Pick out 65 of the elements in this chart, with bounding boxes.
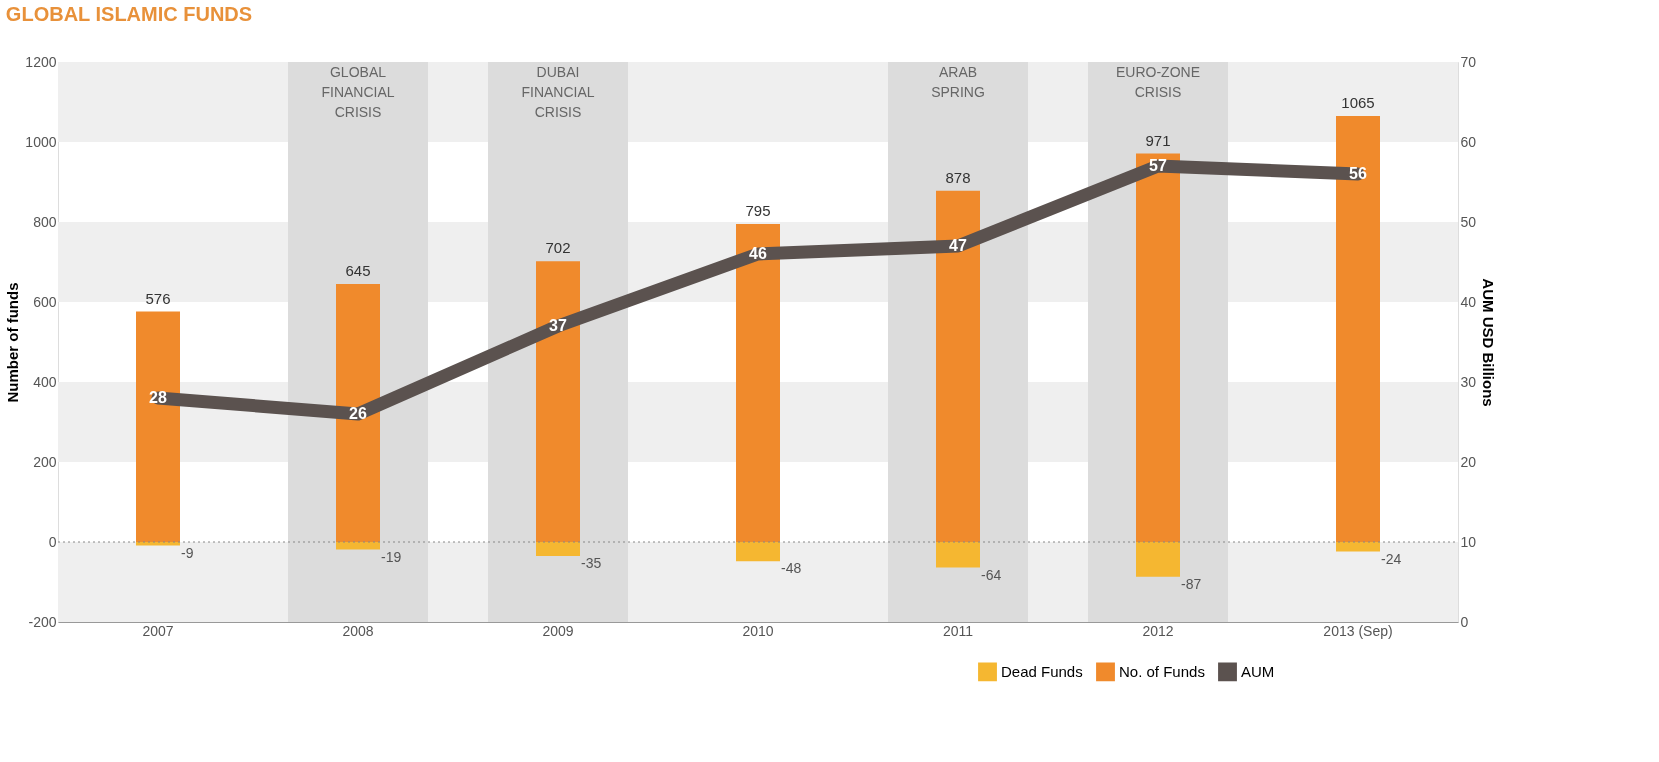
x-tick-label: 2011 bbox=[942, 622, 974, 639]
data-label: 702 bbox=[545, 239, 571, 257]
legend-label: Dead Funds bbox=[1001, 662, 1083, 680]
y2-tick-label: 30 bbox=[1460, 373, 1477, 390]
band-label: ARAB SPRING bbox=[931, 64, 985, 100]
y2-tick-label: 60 bbox=[1460, 133, 1477, 150]
x-tick-label: 2008 bbox=[342, 622, 374, 639]
data-label: 37 bbox=[549, 317, 567, 334]
x-tick-label: 2009 bbox=[542, 622, 574, 639]
y2-tick-label: 10 bbox=[1460, 533, 1477, 550]
x-tick-label: 2013 (Sep) bbox=[1323, 622, 1393, 639]
bar bbox=[936, 190, 980, 542]
bar bbox=[736, 224, 780, 542]
y2-tick-label: 50 bbox=[1460, 213, 1477, 230]
y2-tick-label: 40 bbox=[1460, 293, 1477, 310]
data-label: -48 bbox=[781, 560, 802, 577]
data-label: 57 bbox=[1149, 157, 1167, 174]
data-label: 47 bbox=[949, 237, 967, 254]
bar bbox=[736, 542, 780, 562]
bar bbox=[336, 542, 380, 550]
legend-label: No. of Funds bbox=[1119, 662, 1205, 680]
y2-axis-title: AUM USD Billions bbox=[1480, 278, 1498, 407]
data-label: 795 bbox=[745, 202, 771, 219]
chart-title: GLOBAL ISLAMIC FUNDS bbox=[5, 3, 253, 25]
y-tick-label: 200 bbox=[33, 453, 57, 470]
data-label: 26 bbox=[349, 405, 367, 422]
bar bbox=[336, 284, 380, 542]
data-label: 645 bbox=[345, 262, 371, 279]
band-label: DUBAI FINANCIAL CRISIS bbox=[521, 64, 595, 120]
y-tick-label: -200 bbox=[28, 613, 57, 630]
bar bbox=[536, 542, 580, 556]
data-label: -19 bbox=[381, 548, 402, 565]
data-label: 971 bbox=[1145, 131, 1171, 149]
band-label: EURO-ZONE CRISIS bbox=[1116, 64, 1200, 100]
data-label: 576 bbox=[145, 289, 171, 307]
y-tick-label: 400 bbox=[33, 373, 57, 390]
bar bbox=[1336, 116, 1380, 542]
y2-tick-label: 70 bbox=[1460, 53, 1477, 70]
data-label: -87 bbox=[1181, 575, 1202, 592]
x-tick-label: 2007 bbox=[142, 622, 174, 639]
x-tick-label: 2010 bbox=[742, 622, 774, 639]
data-label: 46 bbox=[749, 245, 767, 262]
data-label: -24 bbox=[1381, 550, 1402, 567]
data-label: -35 bbox=[581, 555, 602, 571]
x-tick-label: 2012 bbox=[1142, 622, 1174, 639]
bar bbox=[536, 261, 580, 542]
y-axis-title: Number of funds bbox=[4, 282, 22, 403]
y2-tick-label: 20 bbox=[1460, 453, 1477, 470]
legend-label: AUM bbox=[1241, 662, 1275, 680]
data-label: -64 bbox=[981, 566, 1002, 583]
bar bbox=[1136, 542, 1180, 577]
data-label: -9 bbox=[181, 544, 194, 561]
bar bbox=[1136, 153, 1180, 542]
data-label: 1065 bbox=[1341, 94, 1375, 111]
y-tick-label: 1200 bbox=[25, 53, 57, 70]
bar bbox=[136, 311, 180, 542]
y-tick-label: 1000 bbox=[25, 133, 57, 150]
y-tick-label: 600 bbox=[33, 293, 57, 310]
band-label: GLOBAL FINANCIAL CRISIS bbox=[321, 64, 395, 120]
y-tick-label: 0 bbox=[48, 533, 57, 550]
data-label: 878 bbox=[945, 168, 971, 186]
bar bbox=[1336, 542, 1380, 552]
bar bbox=[936, 542, 980, 568]
y2-tick-label: 0 bbox=[1460, 613, 1469, 630]
y-tick-label: 800 bbox=[33, 213, 57, 230]
